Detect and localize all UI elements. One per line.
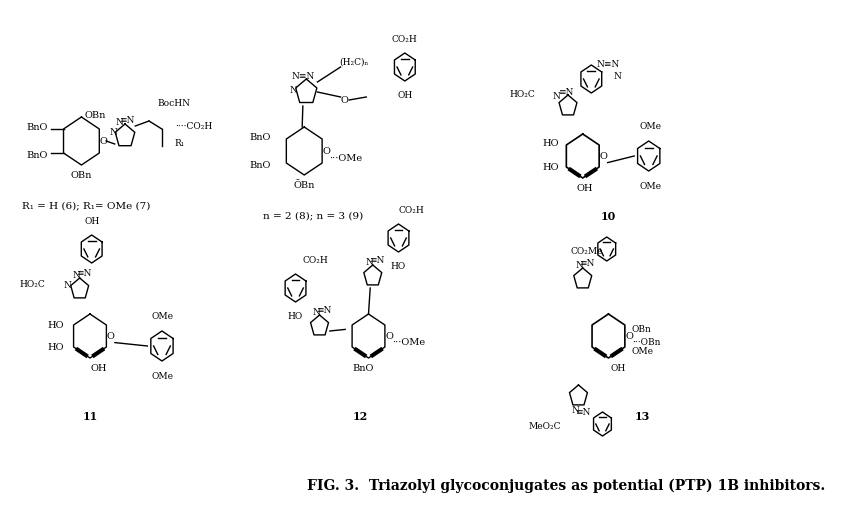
Text: 13: 13: [635, 410, 650, 422]
Text: BnO: BnO: [249, 132, 271, 142]
Text: N: N: [312, 308, 320, 316]
Text: ≡N: ≡N: [580, 259, 595, 267]
Text: O: O: [599, 151, 607, 160]
Text: N: N: [72, 270, 80, 280]
Text: O: O: [107, 332, 114, 340]
Text: OBn: OBn: [632, 325, 652, 334]
Text: CO₂H: CO₂H: [392, 35, 418, 43]
Text: 10: 10: [601, 211, 616, 221]
Text: 11: 11: [83, 410, 97, 422]
Text: ≡N: ≡N: [370, 256, 384, 265]
Text: N: N: [613, 72, 621, 81]
Text: OMe: OMe: [152, 312, 174, 320]
Text: O: O: [385, 332, 393, 340]
Text: (H₂C)ₙ: (H₂C)ₙ: [339, 58, 368, 66]
Text: HO: HO: [390, 262, 406, 270]
Text: HO: HO: [48, 320, 64, 330]
Text: OMe: OMe: [640, 181, 661, 191]
Text: O: O: [322, 147, 330, 155]
Text: N: N: [290, 85, 298, 95]
Text: OH: OH: [90, 363, 107, 373]
Text: ≡N: ≡N: [316, 306, 331, 314]
Text: CO₂Me: CO₂Me: [571, 246, 603, 256]
Text: HO: HO: [543, 138, 559, 148]
Text: BnO: BnO: [249, 160, 271, 170]
Text: N: N: [116, 118, 124, 127]
Text: ≡N: ≡N: [119, 115, 134, 125]
Text: O: O: [341, 96, 349, 105]
Text: N: N: [109, 128, 117, 136]
Text: CO₂H: CO₂H: [398, 205, 424, 215]
Text: OBn: OBn: [71, 171, 92, 179]
Text: HO: HO: [288, 312, 304, 320]
Text: HO: HO: [543, 162, 559, 172]
Text: N≡N: N≡N: [292, 72, 315, 81]
Text: O: O: [100, 136, 108, 146]
Text: n = 2 (8); n = 3 (9): n = 2 (8); n = 3 (9): [262, 212, 363, 221]
Text: OMe: OMe: [632, 347, 654, 356]
Text: OMe: OMe: [152, 371, 174, 381]
Text: ≡N: ≡N: [77, 268, 92, 277]
Text: FIG. 3.: FIG. 3.: [307, 479, 368, 493]
Text: ···OBn: ···OBn: [632, 338, 660, 347]
Text: R₁ = H (6); R₁= OMe (7): R₁ = H (6); R₁= OMe (7): [22, 201, 150, 211]
Text: ···OMe: ···OMe: [329, 154, 362, 162]
Text: OH: OH: [576, 183, 593, 193]
Text: BnO: BnO: [27, 151, 48, 159]
Text: O: O: [625, 332, 633, 340]
Text: ····CO₂H: ····CO₂H: [175, 122, 212, 130]
Text: N: N: [553, 91, 561, 101]
Text: OH: OH: [397, 90, 413, 100]
Text: BnO: BnO: [353, 363, 374, 373]
Text: N: N: [571, 406, 579, 414]
Text: Triazolyl glycoconjugates as potential (PTP) 1B inhibitors.: Triazolyl glycoconjugates as potential (…: [368, 479, 825, 493]
Text: ≡N: ≡N: [558, 87, 573, 97]
Text: N: N: [366, 258, 373, 267]
Text: ···OMe: ···OMe: [392, 338, 425, 347]
Text: BnO: BnO: [27, 123, 48, 131]
Text: BocHN: BocHN: [157, 99, 191, 107]
Text: OBn: OBn: [84, 110, 106, 120]
Text: ≡N: ≡N: [575, 407, 591, 416]
Text: HO₂C: HO₂C: [510, 89, 536, 99]
Text: HO: HO: [48, 342, 64, 352]
Text: HO₂C: HO₂C: [20, 280, 46, 289]
Text: OH: OH: [611, 363, 625, 373]
Text: MeO₂C: MeO₂C: [529, 422, 562, 430]
Text: ŌBn: ŌBn: [293, 180, 315, 190]
Text: R₁: R₁: [175, 138, 185, 148]
Text: N: N: [64, 281, 71, 290]
Text: OH: OH: [84, 217, 99, 225]
Text: 12: 12: [353, 410, 367, 422]
Text: CO₂H: CO₂H: [303, 256, 329, 265]
Text: N: N: [575, 261, 583, 269]
Text: OMe: OMe: [640, 122, 661, 130]
Text: N≡N: N≡N: [597, 59, 620, 68]
